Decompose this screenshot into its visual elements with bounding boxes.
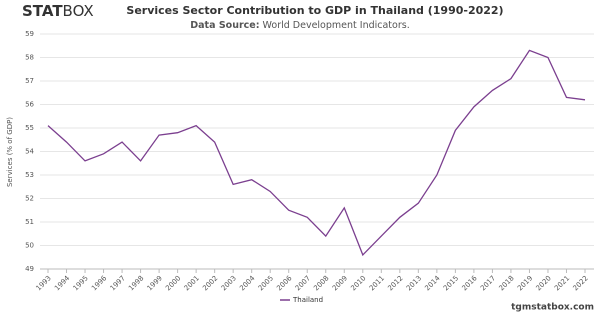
- x-tick-label: 2017: [479, 274, 497, 292]
- y-tick-label: 51: [25, 218, 34, 226]
- subtitle-text: World Development Indicators.: [263, 20, 410, 31]
- y-tick-label: 54: [25, 148, 34, 156]
- logo-bold: STAT: [22, 2, 63, 20]
- x-tick-label: 2010: [349, 274, 367, 292]
- x-tick-label: 2019: [516, 274, 534, 292]
- x-tick-label: 2015: [442, 274, 460, 292]
- x-tick-label: 2004: [238, 274, 257, 293]
- y-tick-label: 49: [25, 265, 34, 273]
- data-line: [47, 49, 586, 257]
- x-tick-label: 1997: [109, 274, 127, 292]
- chart-title: Services Sector Contribution to GDP in T…: [126, 4, 503, 17]
- logo: STATBOX: [22, 2, 94, 20]
- y-tick-label: 57: [25, 77, 34, 85]
- x-tick-label: 2002: [201, 274, 219, 292]
- x-tick-label: 1995: [72, 274, 90, 292]
- y-tick-label: 52: [25, 195, 34, 203]
- x-tick-label: 1993: [35, 274, 53, 292]
- x-tick-label: 2013: [405, 274, 423, 292]
- x-tick-label: 2007: [294, 274, 312, 292]
- logo-light: BOX: [63, 2, 94, 20]
- x-tick-label: 2006: [275, 274, 294, 293]
- x-tick-label: 2022: [572, 274, 590, 292]
- y-tick-label: 56: [25, 101, 34, 109]
- x-tick-label: 2014: [423, 274, 442, 293]
- x-tick-label: 2000: [164, 274, 182, 292]
- y-axis-label: Services (% of GDP): [6, 117, 14, 187]
- y-tick-label: 55: [25, 124, 34, 132]
- x-tick-label: 2021: [553, 274, 571, 292]
- x-tick-label: 2011: [368, 274, 386, 292]
- x-tick-label: 1994: [53, 274, 72, 293]
- x-tick-label: 1998: [127, 274, 145, 292]
- legend-label: Thailand: [292, 296, 323, 304]
- x-tick-label: 2020: [535, 274, 553, 292]
- x-tick-label: 2003: [220, 274, 238, 292]
- subtitle-label: Data Source:: [190, 20, 259, 31]
- y-tick-label: 50: [25, 242, 34, 250]
- footer: tgmstatbox.com: [511, 303, 594, 313]
- x-tick-label: 2016: [460, 274, 479, 293]
- y-tick-label: 53: [25, 171, 34, 179]
- y-tick-label: 59: [25, 30, 34, 38]
- y-tick-label: 58: [25, 54, 34, 62]
- x-tick-label: 2018: [497, 274, 515, 292]
- x-tick-label: 2001: [183, 274, 201, 292]
- x-tick-label: 1996: [90, 274, 109, 293]
- x-tick-label: 1999: [146, 274, 164, 292]
- x-tick-label: 2008: [312, 274, 330, 292]
- x-tick-label: 2005: [257, 274, 275, 292]
- x-tick-label: 2009: [331, 274, 349, 292]
- chart-subtitle: Data Source: World Development Indicator…: [190, 20, 409, 31]
- x-tick-label: 2012: [386, 274, 404, 292]
